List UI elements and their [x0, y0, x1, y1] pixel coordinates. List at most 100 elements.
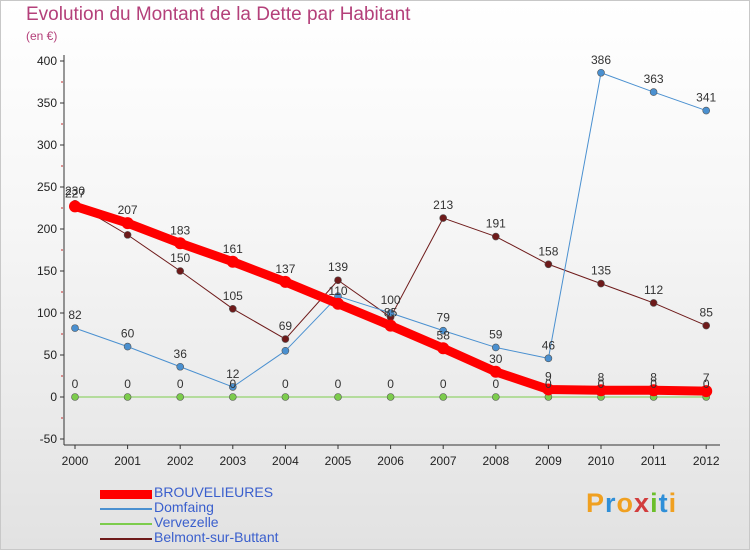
data-point [386, 309, 395, 317]
data-point [123, 342, 132, 351]
chart-title: Evolution du Montant de la Dette par Hab… [26, 4, 411, 25]
data-label: 139 [328, 260, 348, 274]
proxiti-logo: Proxiti [586, 488, 677, 519]
x-tick-label: 2011 [641, 454, 667, 468]
data-label: 0 [440, 377, 447, 391]
data-label: 158 [538, 244, 558, 258]
logo-letter: t [658, 488, 669, 518]
data-label: 46 [542, 338, 556, 352]
data-label: 137 [275, 262, 295, 276]
data-point [121, 217, 134, 230]
data-point [649, 299, 658, 307]
data-label: 0 [124, 377, 131, 391]
data-point [597, 68, 605, 77]
data-point [123, 231, 132, 239]
x-tick-label: 2002 [167, 454, 194, 468]
y-tick-label: -50 [40, 432, 58, 446]
data-label: 60 [121, 327, 135, 341]
data-label: 363 [644, 72, 664, 86]
x-tick-label: 2007 [430, 454, 457, 468]
legend-swatch [100, 489, 152, 499]
data-point [281, 393, 290, 401]
data-point [439, 393, 448, 401]
data-label: 105 [223, 289, 243, 303]
legend-label: Belmont-sur-Buttant [154, 529, 279, 545]
data-point [229, 383, 237, 391]
data-point [702, 321, 711, 330]
data-label: 36 [174, 347, 188, 361]
data-label: 100 [381, 293, 401, 307]
x-tick-label: 2008 [482, 454, 509, 468]
data-point [174, 237, 187, 250]
x-tick-label: 2005 [325, 454, 352, 468]
data-label: 0 [177, 377, 184, 391]
data-label: 207 [118, 203, 138, 217]
data-label: 227 [65, 186, 85, 200]
data-label: 0 [387, 377, 394, 391]
data-point [491, 393, 500, 401]
data-point [281, 346, 290, 355]
data-label: 8 [598, 370, 605, 384]
data-point [597, 279, 605, 288]
data-point [489, 365, 502, 378]
data-label: 7 [703, 371, 710, 385]
data-point [334, 393, 342, 401]
data-label: 150 [170, 251, 190, 265]
x-tick-label: 2012 [693, 454, 720, 468]
data-label: 79 [437, 311, 451, 325]
x-tick-label: 2004 [272, 454, 299, 468]
legend-swatch [100, 523, 152, 525]
data-point [332, 297, 344, 310]
x-tick-label: 2001 [114, 454, 141, 468]
data-label: 59 [489, 327, 503, 341]
y-tick-label: 400 [37, 54, 57, 68]
data-point [279, 275, 292, 288]
data-point [176, 393, 184, 401]
data-point [439, 326, 448, 335]
data-label: 82 [68, 308, 82, 322]
data-point [334, 276, 342, 285]
data-point [647, 384, 660, 397]
y-tick-label: 50 [44, 348, 58, 362]
logo-letter: x [634, 488, 651, 518]
x-tick-label: 2003 [219, 454, 246, 468]
data-point [386, 393, 395, 401]
data-label: 85 [700, 306, 714, 320]
data-point [229, 393, 237, 401]
logo-letter: i [668, 488, 678, 518]
data-label: 230 [65, 184, 85, 198]
data-label: 0 [598, 377, 605, 391]
data-label: 58 [437, 328, 451, 342]
x-tick-label: 2009 [535, 454, 562, 468]
y-tick-label: 150 [37, 264, 57, 278]
data-point [176, 267, 184, 275]
data-point [649, 88, 658, 96]
logo-letter: P [586, 488, 606, 518]
y-tick-label: 350 [37, 96, 57, 110]
legend-swatch [100, 538, 152, 540]
y-tick-label: 300 [37, 138, 57, 152]
data-point [69, 200, 81, 213]
data-point [702, 106, 711, 115]
data-label: 191 [486, 217, 506, 231]
data-label: 213 [433, 198, 453, 212]
data-label: 161 [223, 242, 243, 256]
data-label: 112 [644, 283, 663, 297]
data-point [71, 324, 79, 332]
data-point [491, 343, 500, 352]
data-label: 69 [279, 319, 293, 333]
data-point [176, 362, 184, 371]
data-point [229, 304, 237, 313]
data-label: 0 [650, 377, 657, 391]
data-label: 0 [545, 377, 552, 391]
data-label: 0 [72, 377, 79, 391]
data-point [491, 232, 500, 241]
data-label: 8 [650, 370, 657, 384]
data-point [437, 342, 450, 355]
data-label: 0 [282, 377, 289, 391]
x-tick-label: 2006 [377, 454, 404, 468]
data-point [281, 335, 290, 343]
x-tick-label: 2000 [62, 454, 89, 468]
data-label: 0 [492, 377, 499, 391]
